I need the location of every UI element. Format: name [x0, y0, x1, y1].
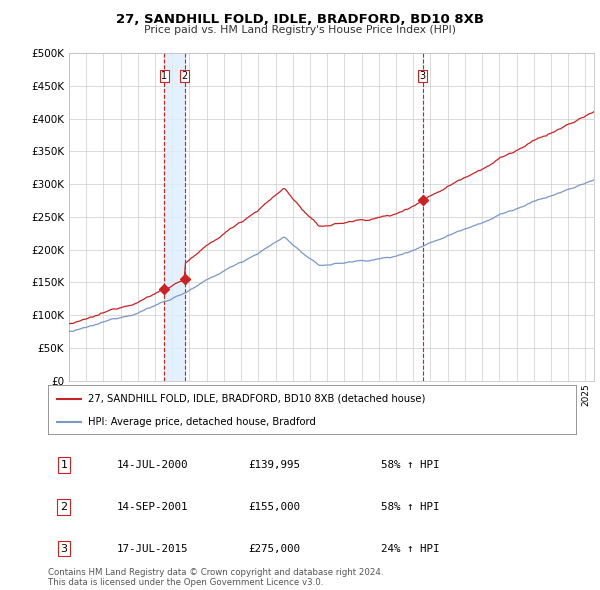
Text: £155,000: £155,000: [248, 502, 301, 512]
Text: 3: 3: [61, 543, 67, 553]
Text: HPI: Average price, detached house, Bradford: HPI: Average price, detached house, Brad…: [88, 417, 316, 427]
Text: Price paid vs. HM Land Registry's House Price Index (HPI): Price paid vs. HM Land Registry's House …: [144, 25, 456, 35]
Text: 2: 2: [181, 71, 188, 81]
Text: Contains HM Land Registry data © Crown copyright and database right 2024.
This d: Contains HM Land Registry data © Crown c…: [48, 568, 383, 587]
Text: 14-SEP-2001: 14-SEP-2001: [116, 502, 188, 512]
Text: 58% ↑ HPI: 58% ↑ HPI: [380, 460, 439, 470]
Text: 1: 1: [61, 460, 67, 470]
Text: 3: 3: [419, 71, 425, 81]
Text: £139,995: £139,995: [248, 460, 301, 470]
Text: 24% ↑ HPI: 24% ↑ HPI: [380, 543, 439, 553]
Text: 27, SANDHILL FOLD, IDLE, BRADFORD, BD10 8XB: 27, SANDHILL FOLD, IDLE, BRADFORD, BD10 …: [116, 13, 484, 26]
Text: 58% ↑ HPI: 58% ↑ HPI: [380, 502, 439, 512]
Text: 2: 2: [60, 502, 67, 512]
Text: 17-JUL-2015: 17-JUL-2015: [116, 543, 188, 553]
Text: 27, SANDHILL FOLD, IDLE, BRADFORD, BD10 8XB (detached house): 27, SANDHILL FOLD, IDLE, BRADFORD, BD10 …: [88, 394, 425, 404]
Text: £275,000: £275,000: [248, 543, 301, 553]
Bar: [164, 53, 185, 381]
Text: 14-JUL-2000: 14-JUL-2000: [116, 460, 188, 470]
Text: 1: 1: [161, 71, 167, 81]
